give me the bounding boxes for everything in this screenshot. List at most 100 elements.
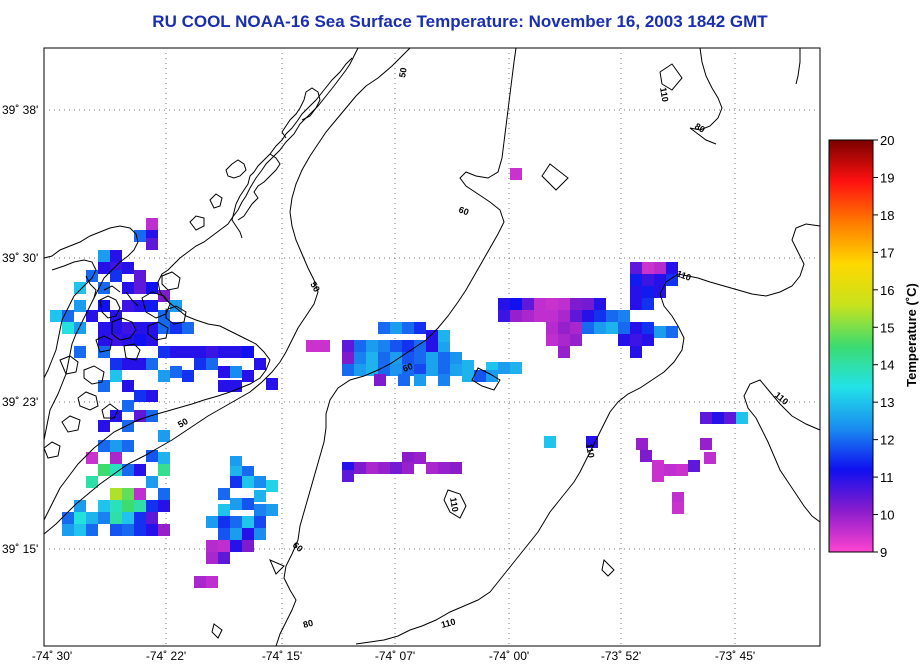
- sst-pixel: [206, 540, 218, 552]
- sst-pixel: [558, 334, 570, 346]
- lon-label: -74˚ 30': [32, 649, 72, 663]
- sst-pixel: [122, 262, 134, 274]
- sst-pixel: [666, 326, 678, 338]
- sst-pixel: [654, 326, 666, 338]
- sst-pixel: [182, 322, 194, 334]
- sst-pixel: [230, 528, 242, 540]
- colorbar-tick-label: 15: [880, 320, 894, 335]
- sst-pixel: [676, 464, 688, 476]
- sst-pixel: [62, 512, 74, 524]
- sst-pixels: [50, 168, 748, 588]
- contour-label: 110: [658, 87, 670, 103]
- sst-pixel: [426, 462, 438, 474]
- colorbar-title: Temperature (˚C): [904, 283, 919, 387]
- colorbar-tick-label: 17: [880, 245, 894, 260]
- contour-label: 110: [440, 617, 457, 630]
- sst-pixel: [134, 488, 146, 500]
- sst-pixel: [354, 352, 366, 364]
- sst-pixel: [522, 298, 534, 310]
- sst-pixel: [618, 334, 630, 346]
- sst-pixel: [98, 512, 110, 524]
- sst-pixel: [354, 364, 366, 376]
- sst-pixel: [134, 410, 146, 422]
- sst-pixel: [110, 464, 122, 476]
- sst-pixel: [546, 334, 558, 346]
- lon-label: -74˚ 07': [375, 649, 415, 663]
- sst-pixel: [254, 504, 266, 516]
- sst-pixel: [230, 466, 242, 478]
- sst-pixel: [134, 270, 146, 282]
- sst-pixel: [122, 300, 134, 312]
- sst-pixel: [146, 300, 158, 312]
- sst-pixel: [630, 346, 642, 358]
- sst-pixel: [570, 334, 582, 346]
- sst-pixel: [146, 334, 158, 346]
- sst-pixel: [122, 524, 134, 536]
- colorbar-tick-label: 12: [880, 433, 894, 448]
- latitude-labels: 39˚ 38' 39˚ 30' 39˚ 23' 39˚ 15': [2, 103, 38, 556]
- sst-pixel: [582, 298, 594, 310]
- sst-pixel: [630, 322, 642, 334]
- sst-pixel: [218, 540, 230, 552]
- sst-pixel: [158, 500, 170, 512]
- sst-pixel: [438, 364, 450, 376]
- sst-pixel: [462, 370, 474, 382]
- lat-label: 39˚ 38': [2, 103, 38, 117]
- sst-pixel: [146, 218, 158, 230]
- sst-pixel: [414, 452, 426, 464]
- sst-pixel: [586, 436, 598, 448]
- sst-pixel: [158, 452, 170, 464]
- sst-pixel: [110, 358, 122, 370]
- sst-pixel: [582, 310, 594, 322]
- sst-pixel: [342, 352, 354, 364]
- sst-pixel: [134, 464, 146, 476]
- sst-pixel: [652, 470, 664, 482]
- contour-label: 80: [693, 121, 707, 135]
- sst-pixel: [122, 440, 134, 452]
- sst-pixel: [342, 470, 354, 482]
- sst-pixel: [498, 298, 510, 310]
- contour-labels: 50 50 50 60 60 60 80 80 110 110 110 110 …: [176, 67, 790, 630]
- sst-pixel: [558, 346, 570, 358]
- sst-pixel: [266, 504, 278, 516]
- sst-pixel: [122, 512, 134, 524]
- sst-pixel: [254, 490, 266, 502]
- sst-pixel: [110, 500, 122, 512]
- sst-pixel: [640, 450, 652, 462]
- sst-pixel: [450, 352, 462, 364]
- sst-pixel: [570, 298, 582, 310]
- sst-pixel: [390, 364, 402, 376]
- sst-pixel: [206, 516, 218, 528]
- sst-pixel: [378, 364, 390, 376]
- sst-pixel: [254, 476, 266, 488]
- sst-pixel: [606, 310, 618, 322]
- colorbar-tick-label: 13: [880, 395, 894, 410]
- sst-pixel: [544, 436, 556, 448]
- sst-pixel: [510, 168, 522, 180]
- sst-pixel: [98, 500, 110, 512]
- colorbar-tick-label: 16: [880, 283, 894, 298]
- sst-pixel: [378, 462, 390, 474]
- sst-pixel: [266, 378, 278, 390]
- sst-pixel: [122, 380, 134, 392]
- sst-pixel: [498, 310, 510, 322]
- sst-pixel: [86, 524, 98, 536]
- sst-pixel: [230, 540, 242, 552]
- sst-pixel: [374, 374, 386, 386]
- lon-label: -73˚ 45': [715, 649, 755, 663]
- sst-pixel: [704, 452, 716, 464]
- sst-pixel: [366, 340, 378, 352]
- sst-pixel: [438, 330, 450, 342]
- sst-pixel: [74, 500, 86, 512]
- sst-pixel: [110, 270, 122, 282]
- sst-pixel: [230, 380, 242, 392]
- sst-pixel: [110, 410, 122, 422]
- sst-pixel: [122, 322, 134, 334]
- sst-pixel: [570, 322, 582, 334]
- sst-pixel: [218, 504, 230, 516]
- sst-pixel: [206, 346, 218, 358]
- sst-pixel: [700, 438, 712, 450]
- sst-pixel: [206, 576, 218, 588]
- sst-pixel: [242, 476, 254, 488]
- sst-pixel: [122, 400, 134, 412]
